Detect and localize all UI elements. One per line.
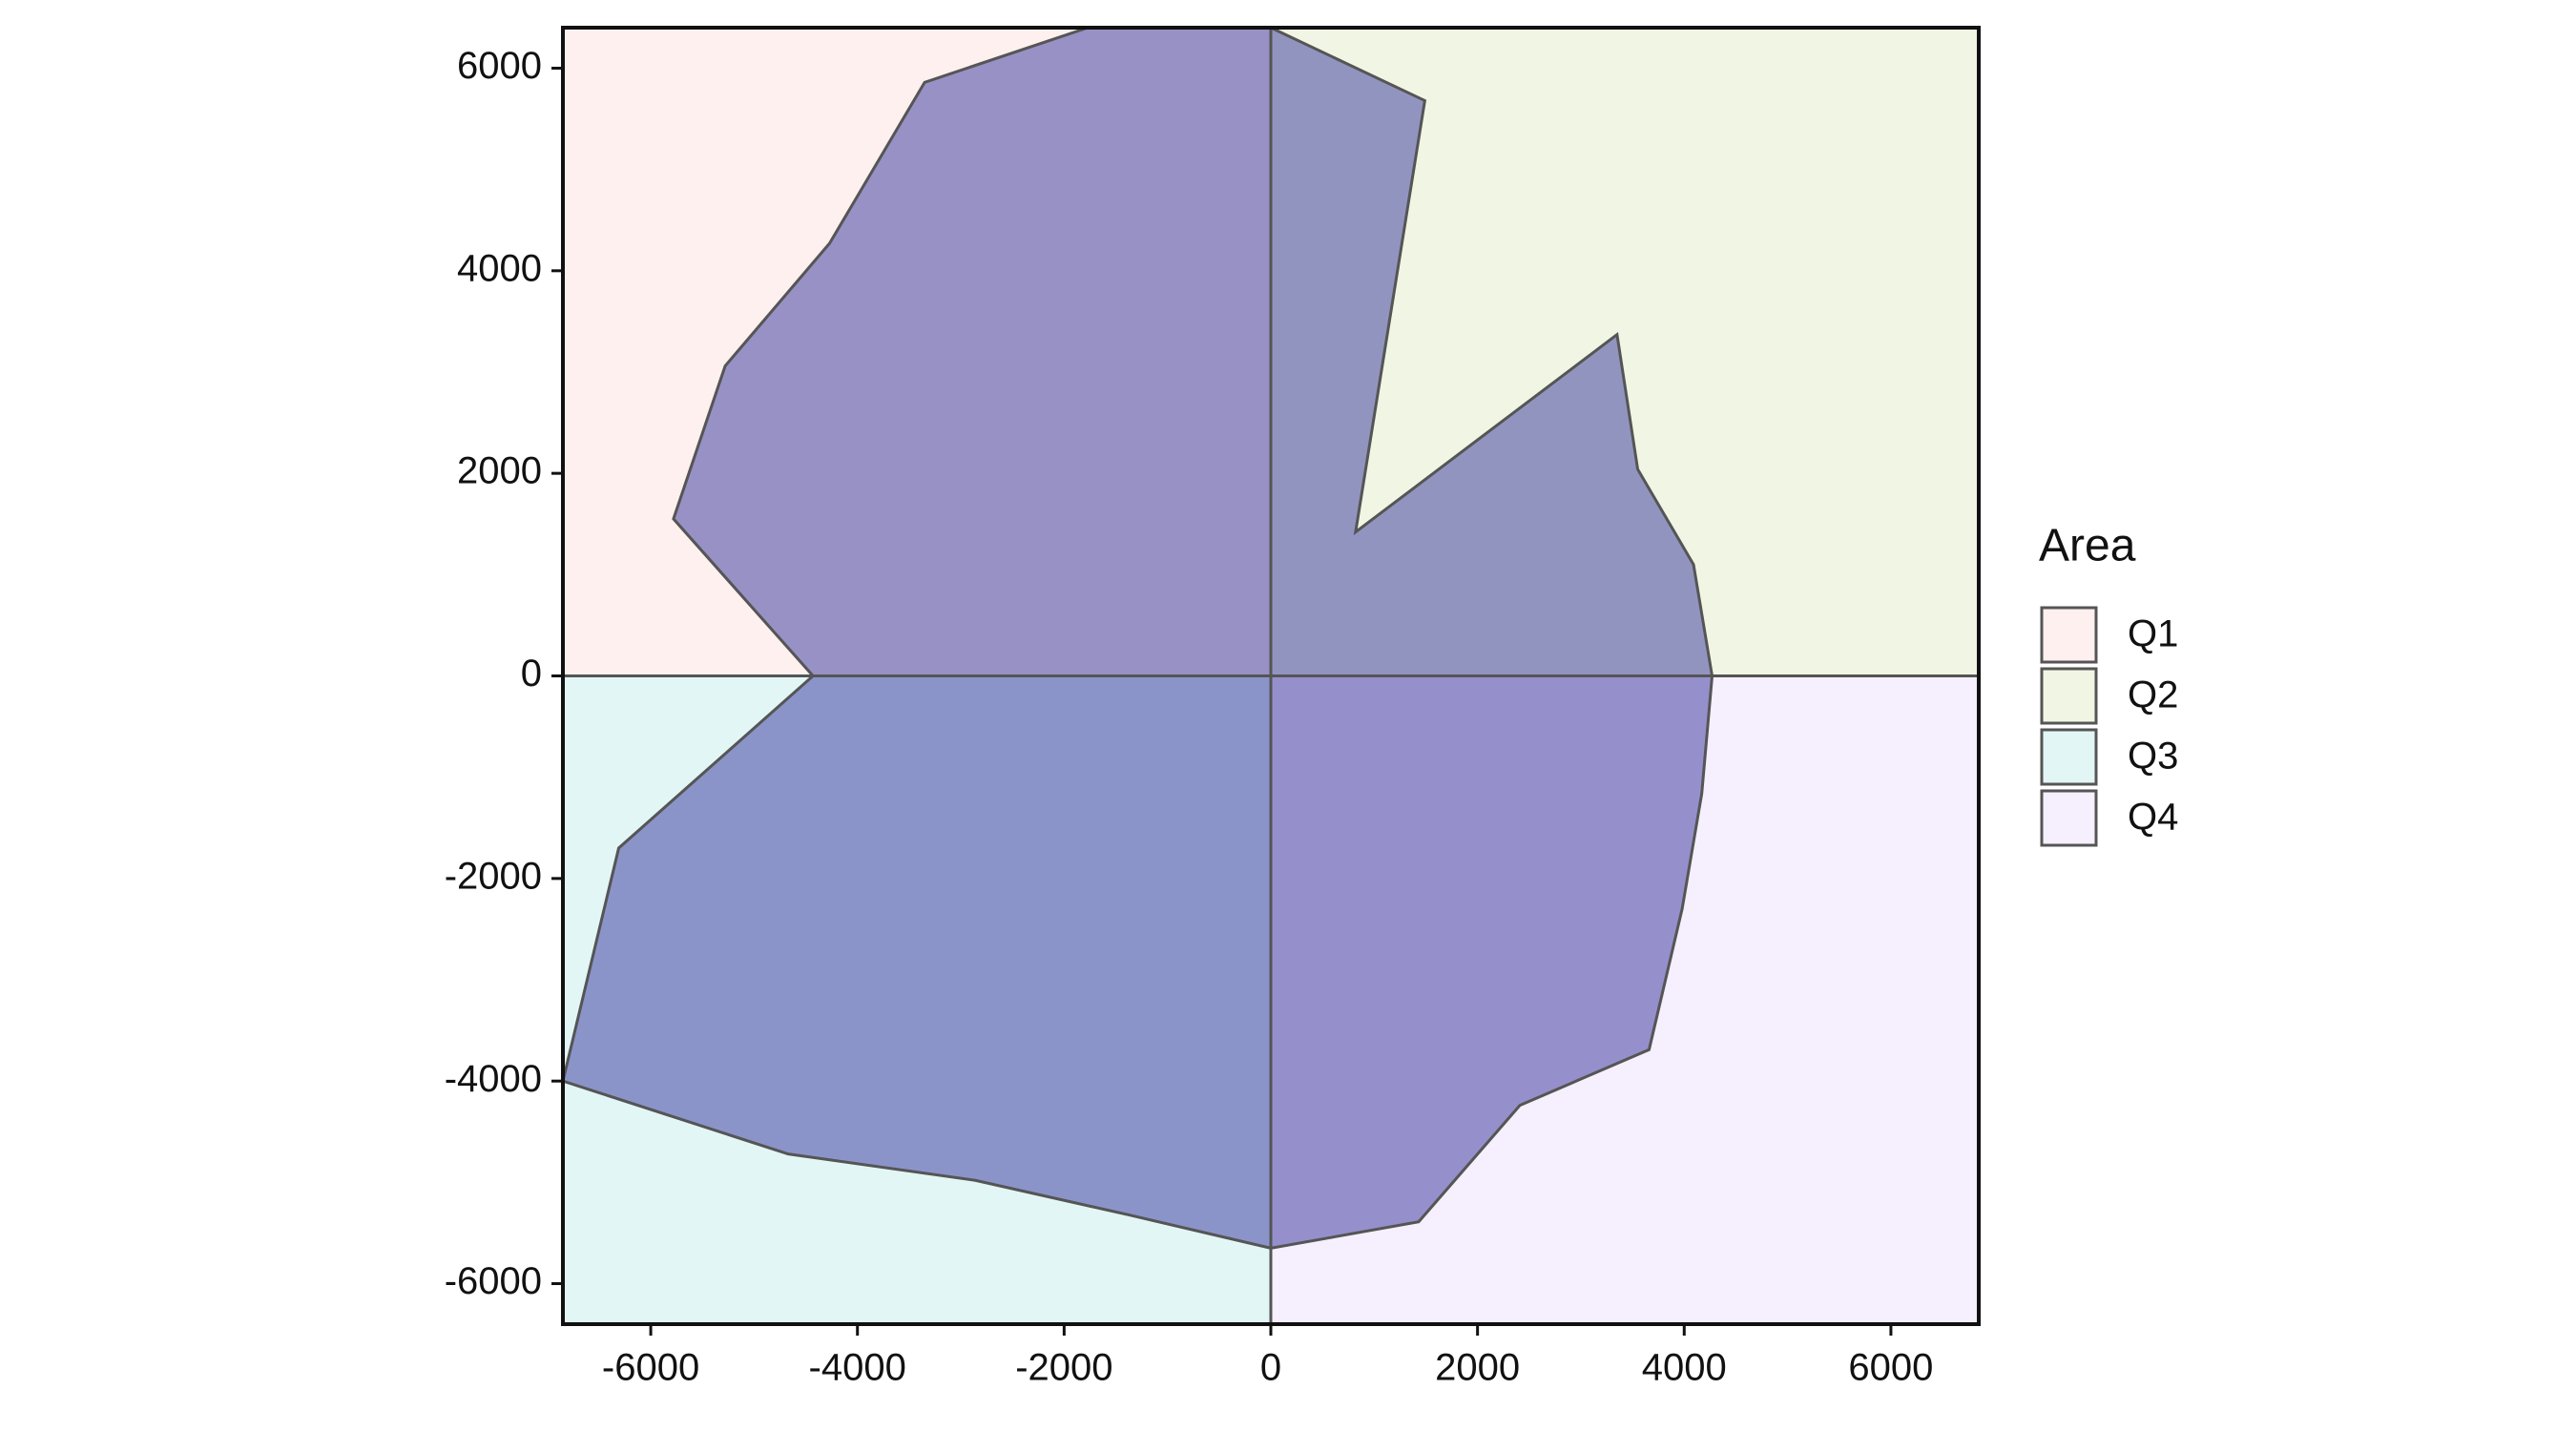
x-tick-label: -4000 xyxy=(809,1347,906,1389)
x-tick-label: 4000 xyxy=(1642,1347,1727,1389)
legend-swatch xyxy=(2040,728,2098,786)
x-tick-label: -6000 xyxy=(602,1347,699,1389)
x-tick-label: 0 xyxy=(1260,1347,1281,1389)
legend-label: Q1 xyxy=(2128,613,2178,655)
y-tick-label: -6000 xyxy=(445,1260,542,1302)
x-tick-label: 2000 xyxy=(1435,1347,1520,1389)
y-tick-label: 4000 xyxy=(457,247,542,289)
legend-label: Q4 xyxy=(2128,797,2178,839)
legend-label: Q3 xyxy=(2128,736,2178,778)
legend-label: Q2 xyxy=(2128,674,2178,716)
legend-swatch xyxy=(2040,667,2098,725)
y-tick-label: 2000 xyxy=(457,450,542,492)
legend-title: Area xyxy=(2039,521,2136,571)
y-tick-label: 0 xyxy=(521,653,542,695)
x-tick-label: 6000 xyxy=(1848,1347,1933,1389)
y-tick-label: -4000 xyxy=(445,1058,542,1100)
y-tick-label: 6000 xyxy=(457,45,542,87)
y-tick-label: -2000 xyxy=(445,855,542,897)
legend-swatch xyxy=(2040,789,2098,847)
legend-swatch xyxy=(2040,606,2098,664)
x-tick-label: -2000 xyxy=(1015,1347,1112,1389)
